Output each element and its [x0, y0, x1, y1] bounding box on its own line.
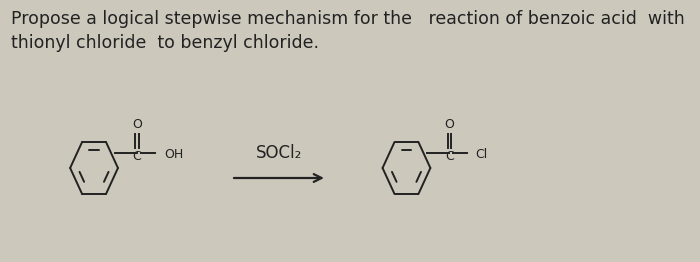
Text: SOCl₂: SOCl₂	[256, 144, 302, 162]
Text: O: O	[444, 117, 454, 130]
Text: thionyl chloride  to benzyl chloride.: thionyl chloride to benzyl chloride.	[11, 34, 319, 52]
Text: Propose a logical stepwise mechanism for the   reaction of benzoic acid  with: Propose a logical stepwise mechanism for…	[11, 10, 685, 28]
Text: O: O	[132, 117, 142, 130]
Text: Cl: Cl	[475, 149, 487, 161]
Text: C: C	[133, 150, 141, 162]
Text: C: C	[445, 150, 454, 162]
Text: OH: OH	[164, 149, 183, 161]
